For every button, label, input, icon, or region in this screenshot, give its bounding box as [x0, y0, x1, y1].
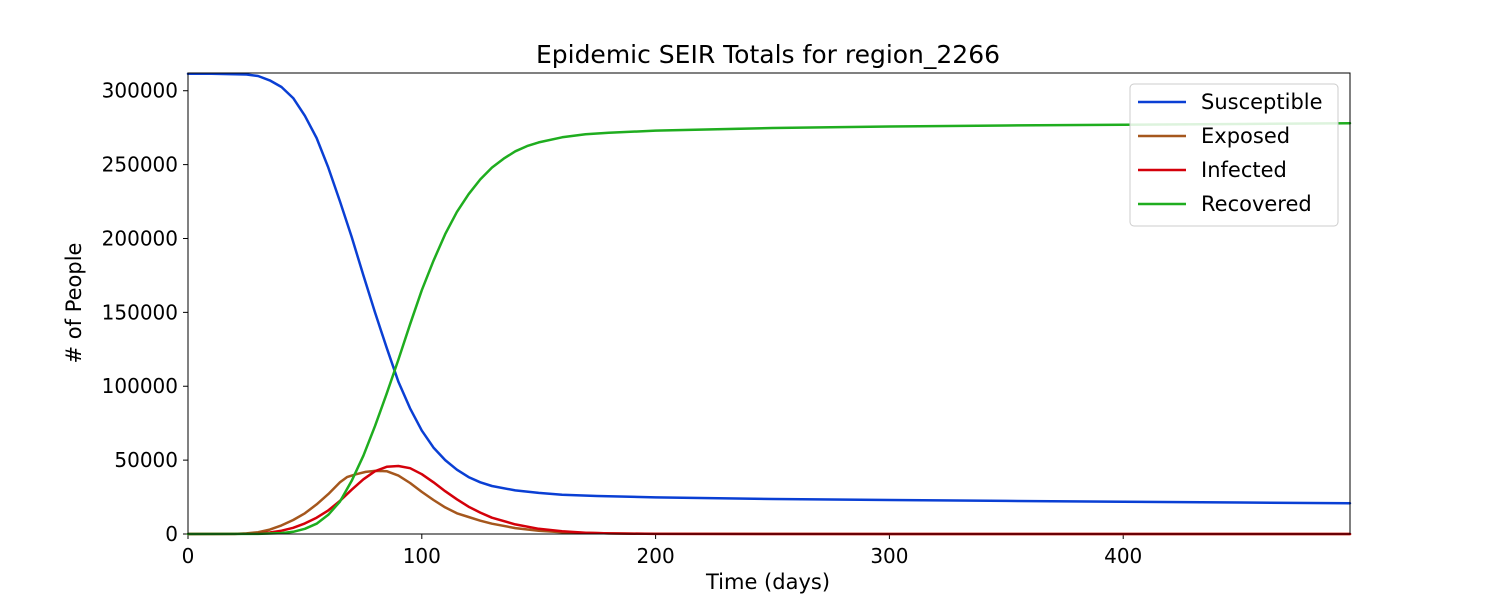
series-line-infected — [186, 464, 1352, 536]
x-tick-label: 400 — [1104, 544, 1142, 568]
legend: Susceptible Exposed Infected Recovered — [1129, 83, 1339, 227]
series-line-susceptible — [186, 72, 1352, 505]
y-axis-ticks: 0 50000 100000 150000 200000 250000 300000 — [102, 79, 188, 546]
y-tick-label: 300000 — [102, 79, 178, 103]
x-axis-ticks: 0 100 200 300 400 — [182, 534, 1142, 568]
chart-title: Epidemic SEIR Totals for region_2266 — [536, 40, 1000, 69]
legend-label-susceptible: Susceptible — [1201, 90, 1323, 114]
x-axis-label: Time (days) — [705, 570, 830, 594]
y-axis-label: # of People — [62, 243, 86, 364]
x-tick-label: 0 — [182, 544, 195, 568]
y-tick-label: 0 — [165, 522, 178, 546]
y-tick-label: 250000 — [102, 153, 178, 177]
y-tick-label: 150000 — [102, 300, 178, 324]
x-tick-label: 300 — [870, 544, 908, 568]
legend-label-exposed: Exposed — [1201, 124, 1290, 148]
x-tick-label: 100 — [403, 544, 441, 568]
plot-frame — [187, 72, 1351, 535]
y-tick-label: 100000 — [102, 374, 178, 398]
legend-label-recovered: Recovered — [1201, 192, 1312, 216]
legend-label-infected: Infected — [1201, 158, 1287, 182]
y-tick-label: 200000 — [102, 226, 178, 250]
series-line-recovered — [186, 121, 1352, 536]
x-tick-label: 200 — [637, 544, 675, 568]
legend-box — [1129, 83, 1339, 227]
y-tick-label: 50000 — [114, 448, 178, 472]
series-lines — [186, 72, 1352, 536]
